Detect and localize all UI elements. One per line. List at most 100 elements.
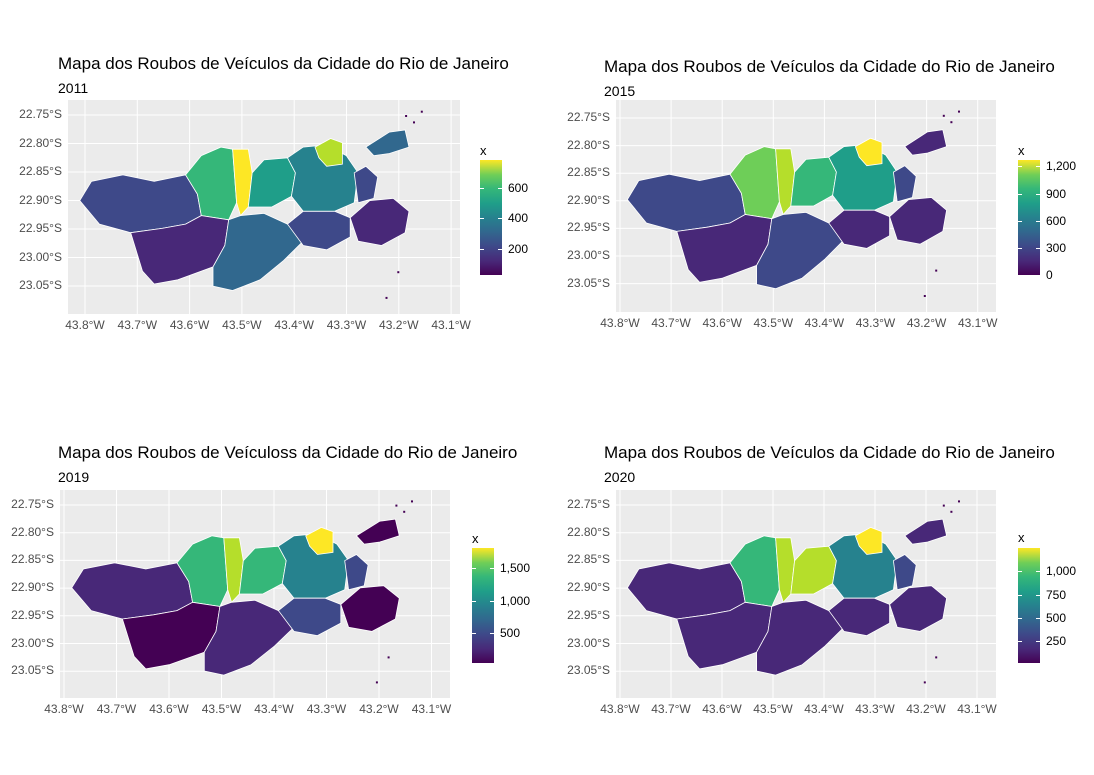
- x-tick-label: 43.6°W: [149, 702, 189, 716]
- legend-label: 300: [1046, 240, 1067, 255]
- map-region-west: [626, 562, 746, 620]
- y-tick-label: 22.95°S: [11, 607, 54, 622]
- map-region-west: [79, 174, 202, 234]
- legend-tick: [1036, 247, 1040, 249]
- map-island: [397, 271, 400, 274]
- map-region-north_mid: [238, 545, 287, 595]
- map-subtitle: 2019: [58, 469, 90, 485]
- legend-tick: [498, 248, 502, 250]
- x-tick-label: 43.4°W: [804, 702, 844, 716]
- map-region-ilha: [365, 129, 410, 157]
- map-island: [405, 115, 408, 117]
- y-tick-label: 22.90°S: [567, 580, 610, 595]
- map-region-north_mid: [790, 545, 837, 595]
- map-region-ilha: [904, 518, 948, 545]
- map-region-barra: [203, 599, 295, 676]
- legend-tick: [1036, 220, 1040, 222]
- legend-tick: [1018, 571, 1022, 573]
- y-tick-label: 22.85°S: [11, 552, 54, 567]
- map-region-centro: [892, 554, 917, 591]
- x-tick-label: 43.2°W: [379, 318, 419, 332]
- map-island: [950, 510, 953, 513]
- y-tick-label: 22.80°S: [19, 135, 62, 150]
- map-island: [942, 114, 945, 117]
- map-svg: [616, 490, 996, 698]
- map-island: [403, 510, 406, 513]
- map-region-barra: [756, 599, 845, 676]
- legend-tick: [1018, 193, 1022, 195]
- map-region-southeast: [349, 197, 410, 246]
- map-region-south: [286, 210, 351, 251]
- legend-tick: [490, 567, 494, 569]
- y-tick-label: 22.85°S: [19, 164, 62, 178]
- y-tick-label: 23.00°S: [567, 635, 610, 650]
- map-region-southeast: [340, 585, 400, 632]
- map-island: [420, 110, 423, 113]
- map-plot-area: [616, 490, 996, 698]
- x-tick-label: 43.6°W: [702, 702, 742, 716]
- x-tick-label: 43.3°W: [855, 702, 895, 716]
- legend-label: 750: [1046, 587, 1067, 602]
- y-tick-label: 23.00°S: [11, 635, 54, 650]
- y-tick-label: 22.75°S: [19, 107, 62, 121]
- x-tick-label: 43.8°W: [44, 702, 84, 716]
- map-region-ilha: [904, 129, 948, 156]
- y-tick-label: 22.90°S: [11, 580, 54, 595]
- map-island: [958, 110, 960, 113]
- map-island: [942, 504, 945, 507]
- legend-label: 1,000: [500, 593, 531, 608]
- x-tick-label: 43.5°W: [753, 702, 793, 716]
- legend-colorbar: [1018, 160, 1040, 275]
- legend-label: 600: [1046, 213, 1067, 228]
- map-region-south: [828, 597, 891, 637]
- y-tick-label: 23.05°S: [567, 663, 610, 678]
- legend-label: 200: [508, 241, 529, 256]
- y-tick-label: 22.75°S: [567, 497, 610, 511]
- x-tick-label: 43.5°W: [201, 702, 242, 716]
- x-tick-label: 43.7°W: [651, 702, 691, 716]
- x-tick-label: 43.4°W: [254, 702, 294, 716]
- legend-tick: [490, 600, 494, 602]
- y-tick-label: 22.80°S: [567, 137, 610, 152]
- legend-label: 400: [508, 211, 529, 226]
- legend-tick: [490, 633, 494, 635]
- map-plot-area: [616, 100, 996, 312]
- legend-tick: [1018, 275, 1022, 276]
- legend-tick: [1036, 275, 1040, 276]
- legend-tick: [1018, 220, 1022, 222]
- legend-tick: [1036, 193, 1040, 195]
- legend-tick: [480, 218, 484, 220]
- map-region-barra: [212, 212, 304, 291]
- legend-tick: [480, 187, 484, 189]
- legend-colorbar: [1018, 548, 1040, 663]
- y-tick-label: 23.00°S: [19, 249, 62, 264]
- legend-label: 900: [1046, 186, 1067, 201]
- map-island: [958, 500, 960, 503]
- legend-label: 250: [1046, 634, 1067, 649]
- map-region-centro: [892, 165, 917, 203]
- legend-tick: [498, 187, 502, 189]
- map-region-ilha: [355, 518, 400, 545]
- map-region-north_mid: [247, 157, 296, 208]
- y-tick-label: 22.90°S: [567, 192, 610, 207]
- x-tick-label: 43.1°W: [431, 318, 471, 332]
- y-tick-label: 22.80°S: [11, 524, 54, 539]
- legend-tick: [480, 248, 484, 250]
- legend-tick: [1036, 594, 1040, 596]
- x-tick-label: 43.6°W: [702, 316, 742, 330]
- legend-tick: [472, 600, 476, 602]
- map-region-north_ne: [314, 138, 343, 167]
- legend-colorbar: [472, 548, 494, 663]
- legend-title: x: [1018, 143, 1025, 158]
- legend-tick: [1018, 247, 1022, 249]
- map-island: [935, 656, 938, 659]
- legend-label: 500: [1046, 611, 1067, 626]
- map-region-west: [626, 173, 746, 232]
- legend-tick: [472, 567, 476, 569]
- y-tick-label: 22.95°S: [567, 607, 610, 622]
- y-tick-label: 22.85°S: [567, 552, 610, 567]
- x-tick-label: 43.4°W: [804, 316, 845, 330]
- legend-tick: [1018, 618, 1022, 620]
- y-tick-label: 22.75°S: [567, 110, 610, 124]
- legend-colorbar: [480, 160, 502, 275]
